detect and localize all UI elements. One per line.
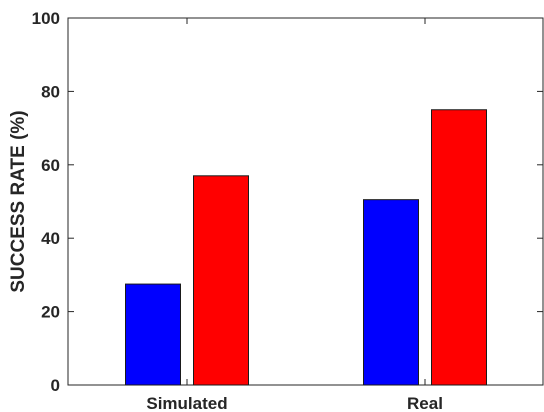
y-axis-title: SUCCESS RATE (%) — [8, 110, 29, 292]
bar-real-series-2 — [431, 109, 487, 386]
y-tick-label: 60 — [41, 156, 60, 175]
bar-simulated-series-2 — [193, 175, 249, 386]
y-tick-label: 80 — [41, 82, 60, 101]
y-tick-label: 20 — [41, 303, 60, 322]
y-tick-label: 40 — [41, 229, 60, 248]
plot-area-frame — [67, 17, 544, 386]
x-tick-label: Real — [407, 394, 443, 412]
y-tick-label: 100 — [32, 9, 60, 28]
bar-real-series-1 — [363, 199, 419, 386]
y-tick-label: 0 — [51, 376, 60, 395]
bar-simulated-series-1 — [125, 283, 181, 386]
x-tick-label: Simulated — [146, 394, 227, 412]
